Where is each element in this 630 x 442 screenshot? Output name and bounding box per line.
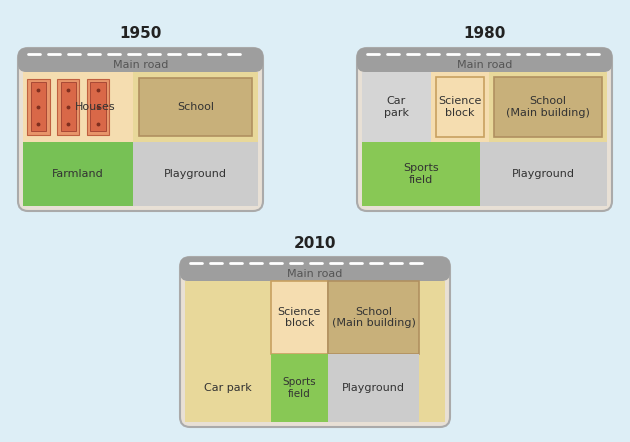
Bar: [87, 79, 109, 135]
Bar: [23, 142, 134, 206]
Bar: [362, 72, 430, 142]
Text: Sports
field: Sports field: [283, 377, 316, 399]
Bar: [271, 281, 328, 354]
Bar: [28, 79, 50, 135]
FancyBboxPatch shape: [180, 257, 450, 427]
Bar: [328, 354, 419, 422]
Bar: [23, 72, 134, 142]
Bar: [362, 142, 479, 206]
Bar: [134, 72, 258, 142]
Text: Playground: Playground: [342, 383, 405, 393]
Bar: [60, 82, 76, 131]
Bar: [479, 142, 607, 206]
FancyBboxPatch shape: [18, 48, 263, 211]
Bar: [362, 72, 607, 142]
Bar: [490, 72, 607, 142]
Bar: [90, 82, 106, 131]
Text: 2010: 2010: [294, 236, 336, 251]
Text: Main road: Main road: [113, 60, 168, 70]
FancyBboxPatch shape: [180, 257, 450, 281]
Bar: [139, 78, 252, 136]
Bar: [430, 72, 490, 142]
Bar: [435, 77, 484, 137]
FancyBboxPatch shape: [357, 48, 612, 211]
Text: 1980: 1980: [463, 27, 506, 42]
FancyBboxPatch shape: [357, 48, 612, 72]
Bar: [31, 82, 46, 131]
Bar: [328, 281, 419, 354]
Text: Main road: Main road: [287, 269, 343, 279]
Text: School
(Main building): School (Main building): [331, 307, 415, 328]
Text: School: School: [177, 102, 214, 112]
Bar: [57, 79, 79, 135]
Text: 1950: 1950: [119, 27, 162, 42]
Bar: [185, 281, 445, 422]
Text: Science
block: Science block: [438, 96, 482, 118]
Text: School
(Main building): School (Main building): [507, 96, 590, 118]
Text: Playground: Playground: [512, 169, 575, 179]
Text: Main road: Main road: [457, 60, 512, 70]
Text: Car
park: Car park: [384, 96, 409, 118]
Bar: [185, 354, 419, 422]
Text: Playground: Playground: [164, 169, 227, 179]
FancyBboxPatch shape: [18, 48, 263, 72]
Text: Farmland: Farmland: [52, 169, 104, 179]
Bar: [271, 354, 328, 422]
Bar: [134, 142, 258, 206]
Text: Science
block: Science block: [278, 307, 321, 328]
Bar: [495, 77, 602, 137]
Text: Houses: Houses: [74, 102, 115, 112]
Text: Car park: Car park: [204, 383, 252, 393]
Text: Sports
field: Sports field: [403, 163, 438, 185]
